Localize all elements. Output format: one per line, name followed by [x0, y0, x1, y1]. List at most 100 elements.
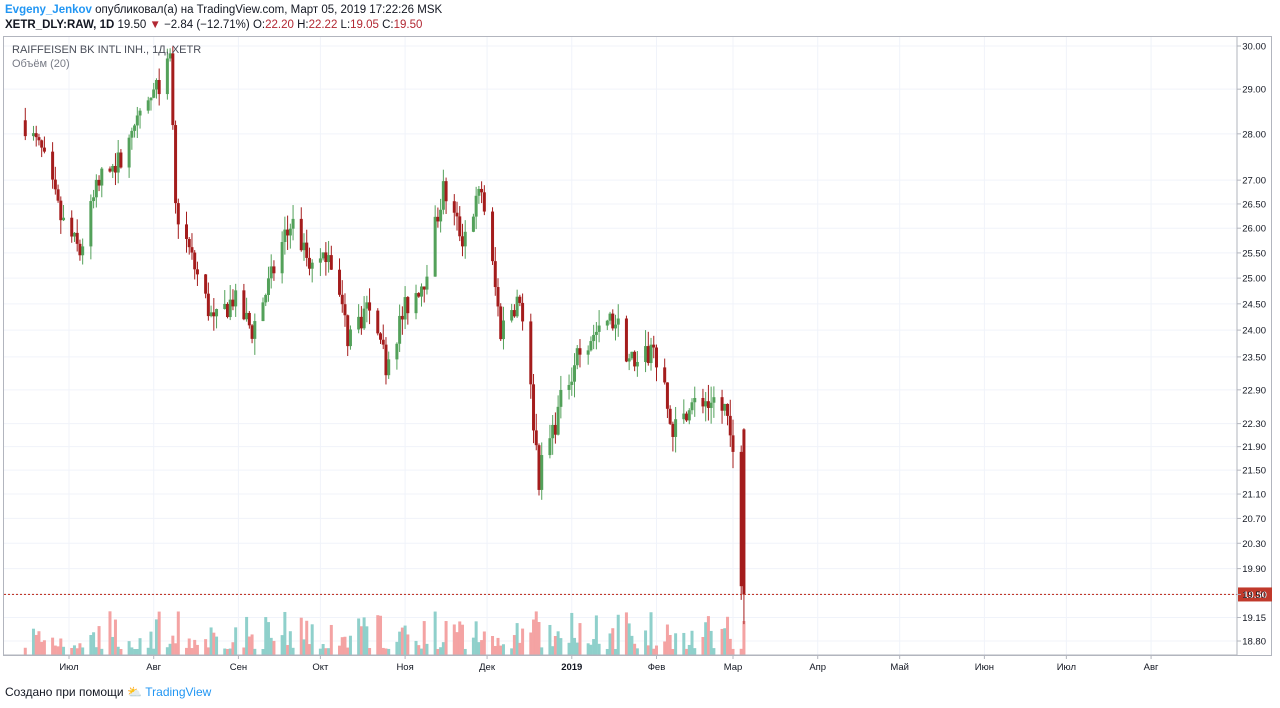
volume-bar — [242, 647, 246, 655]
candle-body — [318, 258, 322, 263]
volume-bar — [586, 643, 590, 655]
candle-body — [329, 255, 333, 270]
volume-bar — [193, 639, 197, 655]
y-tick-label: 19.50 — [1242, 590, 1266, 601]
volume-bar — [589, 644, 593, 655]
candle-body — [346, 315, 350, 347]
volume-bar — [739, 648, 743, 655]
volume-bar — [463, 648, 467, 655]
volume-bar — [51, 637, 55, 655]
candle-body — [212, 312, 216, 317]
volume-bar — [37, 631, 41, 655]
volume-bar — [665, 624, 669, 655]
candle-body — [171, 53, 175, 126]
low-value: 19.05 — [350, 19, 379, 31]
candle-body — [433, 216, 437, 277]
volume-bar — [225, 648, 229, 655]
candle-body — [146, 100, 150, 111]
footer: Создано при помощи ⛅ TradingView — [5, 685, 211, 699]
author-link[interactable]: Evgeny_Jenkov — [5, 4, 92, 16]
volume-bar — [731, 648, 735, 655]
candle-body — [81, 246, 85, 256]
volume-bar — [605, 648, 609, 655]
candle-body — [253, 321, 257, 339]
candle-body — [174, 125, 178, 204]
candle-body — [652, 344, 656, 348]
candle-body — [630, 351, 634, 359]
x-tick-label: Дек — [479, 662, 496, 673]
candle-body — [592, 334, 596, 342]
candle-body — [37, 137, 41, 141]
candle-body — [510, 310, 514, 321]
volume-bar — [78, 643, 82, 655]
volume-bar — [668, 634, 672, 655]
candle-body — [471, 216, 475, 232]
volume-bar — [187, 638, 191, 655]
candle-body — [365, 302, 369, 309]
volume-bar — [728, 638, 732, 655]
volume-bar — [379, 615, 383, 655]
publish-text: опубликовал(а) на TradingView.com, Март … — [95, 4, 443, 16]
volume-bar — [247, 636, 251, 655]
volume-bar — [608, 633, 612, 655]
candle-body — [712, 397, 716, 403]
volume-bar — [654, 645, 658, 655]
candle-body — [419, 286, 423, 297]
candle-body — [709, 402, 713, 408]
volume-bar — [403, 625, 407, 655]
candle-body — [272, 266, 276, 274]
candle-body — [654, 347, 658, 368]
volume-bar — [701, 637, 705, 655]
volume-bar — [81, 647, 85, 655]
candle-body — [537, 445, 541, 490]
volume-bar — [368, 648, 372, 655]
volume-bar — [376, 615, 380, 655]
volume-bar — [75, 648, 79, 655]
volume-bar — [614, 648, 618, 655]
volume-bar — [455, 632, 459, 655]
volume-bar — [165, 647, 169, 655]
volume-bar — [477, 642, 481, 655]
candle-body — [682, 413, 686, 420]
candle-body — [414, 293, 418, 314]
candle-body — [534, 430, 538, 446]
volume-bar — [286, 645, 290, 655]
candle-body — [23, 120, 27, 137]
chart-header: Evgeny_Jenkov опубликовал(а) на TradingV… — [0, 0, 1280, 36]
candle-body — [154, 79, 158, 90]
volume-bar — [346, 647, 350, 655]
volume-bar — [433, 611, 437, 655]
volume-bar — [157, 611, 161, 655]
candle-body — [359, 316, 363, 329]
volume-bar — [97, 626, 101, 655]
candle-body — [605, 320, 609, 326]
volume-bar — [444, 621, 448, 655]
volume-bar — [135, 648, 139, 655]
volume-bar — [480, 640, 484, 655]
volume-bar — [474, 621, 478, 655]
candle-body — [376, 310, 380, 334]
volume-bar — [436, 648, 440, 655]
candle-body — [649, 344, 653, 364]
y-tick-label: 29.00 — [1242, 85, 1266, 96]
candle-body — [521, 302, 525, 322]
candle-body — [184, 224, 188, 239]
tradingview-link[interactable]: TradingView — [145, 685, 212, 699]
y-tick-label: 26.50 — [1242, 199, 1266, 210]
candle-body — [357, 316, 361, 330]
candle-body — [187, 238, 191, 248]
volume-bar — [89, 635, 93, 655]
volume-bar — [633, 643, 637, 655]
candle-body — [94, 179, 98, 198]
candle-body — [53, 179, 57, 190]
candle-body — [532, 384, 536, 431]
volume-bar — [272, 640, 276, 655]
candle-body — [422, 286, 426, 290]
volume-bar — [548, 624, 552, 655]
volume-bar — [529, 632, 533, 655]
x-tick-label: Апр — [809, 662, 826, 673]
volume-bar — [305, 620, 309, 655]
volume-bar — [327, 648, 331, 655]
candle-body — [540, 455, 544, 490]
